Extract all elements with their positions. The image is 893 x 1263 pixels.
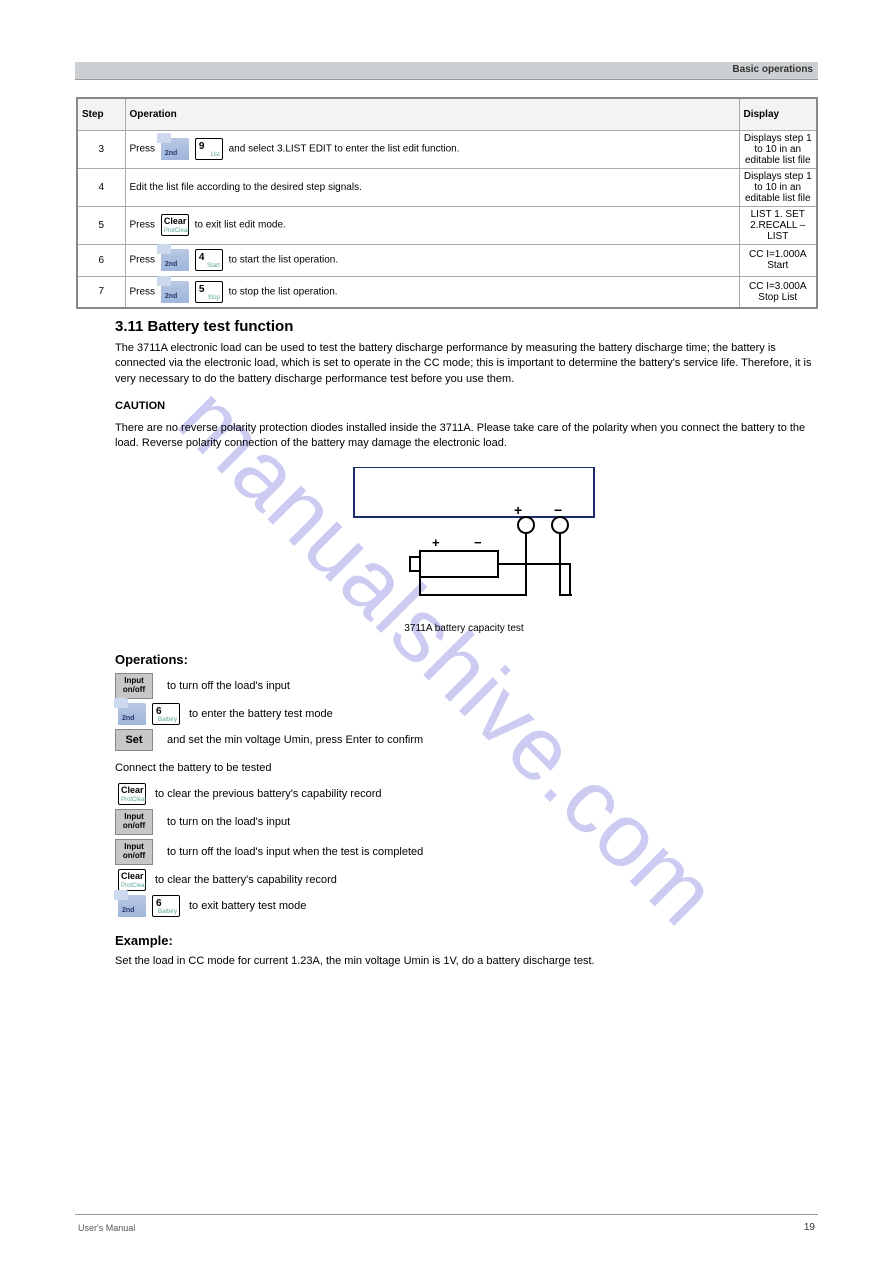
footer-right: 19 xyxy=(804,1222,815,1233)
example-title: Example: xyxy=(115,933,813,948)
operation-text: to exit battery test mode xyxy=(189,900,306,912)
th-disp: Display xyxy=(739,98,817,130)
section-3-11-p1: The 3711A electronic load can be used to… xyxy=(115,341,813,387)
operation-row: Inputon/off to turn off the load's input xyxy=(115,673,813,699)
operation-row: Inputon/off to turn on the load's input xyxy=(115,809,813,835)
btn-clear: ClearProtClear xyxy=(118,783,146,805)
svg-text:−: − xyxy=(554,502,562,518)
header-title: Basic operations xyxy=(732,64,813,75)
operation-text: to clear the battery's capability record xyxy=(155,874,337,886)
table-display: Displays step 1 to 10 in an editable lis… xyxy=(739,168,817,206)
btn-set: Set xyxy=(115,729,153,751)
svg-text:−: − xyxy=(474,535,482,550)
table-operation: Press 2nd9List and select 3.LIST EDIT to… xyxy=(125,130,739,168)
btn-2nd: 2nd xyxy=(118,895,146,917)
svg-text:+: + xyxy=(432,535,440,550)
operation-text: to turn off the load's input xyxy=(167,680,290,692)
section-3-11-title: 3.11 Battery test function xyxy=(115,318,813,335)
table-operation: Press ClearProtClear to exit list edit m… xyxy=(125,206,739,244)
table-step: 3 xyxy=(77,130,125,168)
example-text: Set the load in CC mode for current 1.23… xyxy=(115,954,813,969)
operation-row: Set and set the min voltage Umin, press E… xyxy=(115,729,813,751)
btn-input-onoff: Inputon/off xyxy=(115,673,153,699)
table-step: 4 xyxy=(77,168,125,206)
operation-text: to enter the battery test mode xyxy=(189,708,333,720)
table-step: 5 xyxy=(77,206,125,244)
operation-row: 2nd 6Battery to exit battery test mode xyxy=(115,895,813,917)
steps-table: Step Operation Display 3Press 2nd9List a… xyxy=(76,97,818,309)
operation-text: to turn on the load's input xyxy=(167,816,290,828)
operation-row: Inputon/off to turn off the load's input … xyxy=(115,839,813,865)
operation-row: ClearProtClear to clear the previous batt… xyxy=(115,783,813,805)
battery-diagram: + − + − xyxy=(314,467,614,617)
btn-clear: ClearProtClear xyxy=(118,869,146,891)
operation-row: ClearProtClear to clear the battery's cap… xyxy=(115,869,813,891)
btn-input-onoff: Inputon/off xyxy=(115,809,153,835)
table-display: LIST 1. SET 2.RECALL –LIST xyxy=(739,206,817,244)
btn-2nd: 2nd xyxy=(161,249,189,271)
table-operation: Edit the list file according to the desi… xyxy=(125,168,739,206)
operations-title: Operations: xyxy=(115,652,813,667)
caution-text: There are no reverse polarity protection… xyxy=(115,421,813,452)
btn-4: 4Start xyxy=(195,249,223,271)
btn-6: 6Battery xyxy=(152,895,180,917)
header-band xyxy=(75,62,818,80)
th-op: Operation xyxy=(125,98,739,130)
table-display: CC I=1.000A Start xyxy=(739,244,817,276)
btn-clear: ClearProtClear xyxy=(161,214,189,236)
figure-caption: 3711A battery capacity test xyxy=(115,623,813,634)
table-step: 6 xyxy=(77,244,125,276)
operation-text: to turn off the load's input when the te… xyxy=(167,846,423,858)
btn-input-onoff: Inputon/off xyxy=(115,839,153,865)
table-operation: Press 2nd4Start to start the list operat… xyxy=(125,244,739,276)
operation-row: 2nd 6Battery to enter the battery test mod… xyxy=(115,703,813,725)
btn-6: 6Battery xyxy=(152,703,180,725)
svg-text:+: + xyxy=(514,502,522,518)
operation-text: and set the min voltage Umin, press Ente… xyxy=(167,734,423,746)
btn-9: 9List xyxy=(195,138,223,160)
caution-label: CAUTION xyxy=(115,399,813,414)
operation-text: to clear the previous battery's capabili… xyxy=(155,788,382,800)
footer-rule xyxy=(75,1214,818,1215)
btn-2nd: 2nd xyxy=(118,703,146,725)
footer-left: User's Manual xyxy=(78,1223,135,1233)
th-step: Step xyxy=(77,98,125,130)
table-display: Displays step 1 to 10 in an editable lis… xyxy=(739,130,817,168)
connect-battery-text: Connect the battery to be tested xyxy=(115,761,813,776)
btn-2nd: 2nd xyxy=(161,138,189,160)
